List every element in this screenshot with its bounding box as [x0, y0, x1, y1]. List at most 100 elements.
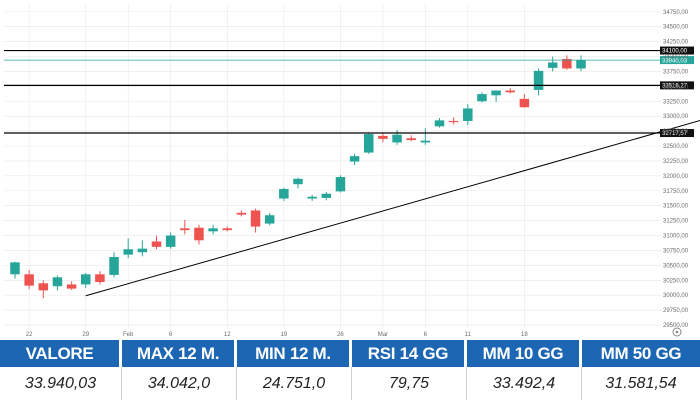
candle-body [364, 134, 374, 153]
header-max-12m: MAX 12 M. [122, 340, 237, 367]
candle-body [10, 262, 20, 275]
candle-body [448, 120, 459, 123]
y-tick-label: 34000,00 [663, 55, 689, 61]
level-label-box [660, 46, 694, 55]
y-tick-label: 30750,00 [663, 248, 689, 254]
candle-body [38, 283, 49, 291]
level-label-box [660, 129, 694, 138]
header-rsi-14gg: RSI 14 GG [352, 340, 467, 367]
level-label: 32717,57 [662, 131, 688, 137]
candle-body [264, 215, 275, 224]
header-mm-50gg: MM 50 GG [582, 340, 700, 367]
candle-body [491, 90, 501, 96]
candle-body [335, 177, 346, 192]
candle-body [208, 228, 218, 232]
x-tick-label: 26 [337, 332, 344, 338]
value-mm-50gg: 31.581,54 [582, 367, 700, 400]
x-tick-label: 6 [424, 332, 428, 338]
y-tick-label: 34500,00 [663, 25, 689, 31]
x-tick-label: 11 [465, 332, 472, 338]
x-tick-label: 22 [26, 332, 33, 338]
trendline-layer [85, 120, 700, 297]
candle-body [81, 274, 91, 285]
candle-body [378, 135, 388, 139]
candle-body [24, 274, 34, 286]
candle-body [165, 235, 176, 247]
gear-icon[interactable] [672, 327, 682, 337]
candles [10, 55, 586, 299]
y-tick-label: 33250,00 [663, 99, 689, 105]
candle-body [505, 90, 515, 93]
y-tick-label: 31250,00 [663, 219, 689, 225]
x-axis: 22 29 Feb 6 12 19 26 Mar 6 11 18 [26, 332, 529, 338]
y-tick-label: 29750,00 [663, 308, 689, 314]
candle-body [293, 178, 303, 185]
header-valore: VALORE [0, 340, 122, 367]
value-mm-10gg: 33.492,4 [467, 367, 582, 400]
stats-table: VALORE MAX 12 M. MIN 12 M. RSI 14 GG MM … [0, 340, 700, 400]
level-label-box [660, 56, 694, 65]
y-tick-label: 32500,00 [663, 144, 689, 150]
level-label-box [660, 81, 694, 90]
y-tick-label: 33750,00 [663, 69, 689, 75]
candle-body [547, 62, 558, 68]
y-tick-label: 34250,00 [663, 40, 689, 46]
y-tick-label: 32000,00 [663, 174, 689, 180]
candle-body [406, 138, 416, 141]
x-tick-label: Mar [378, 332, 388, 338]
value-valore: 33.940,03 [0, 367, 122, 400]
level-label: 33516,27 [662, 84, 688, 90]
candle-body [349, 156, 360, 162]
candle-body [533, 70, 544, 90]
candle-body [392, 134, 402, 143]
price-chart: 34100,00 33940,03 33516,27 32717,57 34750,0… [4, 4, 700, 338]
level-label: 33940,03 [662, 58, 688, 64]
x-tick-label: 12 [224, 332, 231, 338]
chart-svg: 34100,00 33940,03 33516,27 32717,57 34750,0… [4, 4, 700, 338]
x-tick-label: 18 [521, 332, 528, 338]
horizontal-levels: 34100,00 33940,03 33516,27 32717,57 [4, 46, 694, 138]
candle-body [180, 228, 190, 231]
y-tick-label: 30500,00 [663, 263, 689, 269]
x-tick-label: 19 [281, 332, 288, 338]
candle-body [519, 98, 530, 108]
header-min-12m: MIN 12 M. [237, 340, 352, 367]
value-min-12m: 24.751,0 [237, 367, 352, 400]
candle-body [151, 241, 162, 247]
candle-body [477, 94, 487, 102]
candle-body [236, 212, 247, 215]
y-tick-label: 31000,00 [663, 234, 689, 240]
y-tick-label: 31750,00 [663, 189, 689, 195]
candle-body [222, 228, 232, 231]
candle-body [434, 120, 445, 127]
candle-body [109, 256, 119, 275]
y-tick-label: 33000,00 [663, 114, 689, 120]
y-tick-label: 32750,00 [663, 129, 689, 135]
candle-body [463, 108, 473, 121]
value-rsi-14gg: 79,75 [352, 367, 467, 400]
header-mm-10gg: MM 10 GG [467, 340, 582, 367]
y-axis: 34750,00 34500,00 34250,00 34000,00 33750,00… [663, 10, 689, 329]
x-tick-label: 6 [169, 332, 173, 338]
candle-body [194, 227, 204, 241]
value-max-12m: 34.042,0 [122, 367, 237, 400]
candle-body [95, 274, 105, 283]
level-label: 34100,00 [662, 49, 688, 55]
x-tick-label: 29 [82, 332, 89, 338]
candle-body [52, 277, 63, 287]
y-tick-label: 30250,00 [663, 278, 689, 284]
candle-body [279, 188, 289, 199]
candle-body [562, 58, 572, 69]
candle-body [307, 196, 317, 199]
y-tick-label: 33500,00 [663, 84, 689, 90]
y-tick-label: 34750,00 [663, 10, 689, 16]
candle-body [321, 193, 332, 198]
trendline [85, 120, 700, 297]
y-tick-label: 32250,00 [663, 159, 689, 165]
candle-body [420, 140, 431, 143]
y-tick-label: 31500,00 [663, 204, 689, 210]
x-tick-label: Feb [123, 332, 134, 338]
candle-body [137, 248, 148, 253]
candle-body [576, 60, 586, 69]
y-tick-label: 29500,00 [663, 323, 689, 329]
